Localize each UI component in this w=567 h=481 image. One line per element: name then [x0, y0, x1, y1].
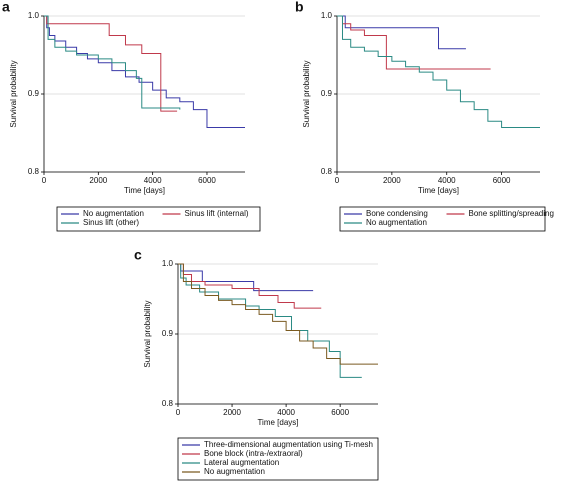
survival-curve: [337, 15, 491, 70]
legend-box: [177, 437, 379, 481]
legend-label: Bone condensing: [366, 209, 428, 218]
y-axis-title: Survival probability: [143, 300, 152, 367]
x-tick-label: 4000: [144, 176, 162, 185]
legend-label: Sinus lift (internal): [185, 209, 249, 218]
x-tick-label: 6000: [198, 176, 216, 185]
y-tick-label: 0.9: [162, 329, 174, 338]
survival-curve: [337, 15, 540, 129]
x-tick-label: 4000: [277, 408, 295, 417]
y-axis-title: Survival probability: [302, 60, 311, 127]
legend-box: [56, 206, 261, 232]
axes: [43, 16, 245, 173]
x-tick-label: 0: [335, 176, 340, 185]
axes: [177, 264, 378, 405]
axes: [336, 16, 540, 173]
x-tick-label: 0: [42, 176, 47, 185]
x-tick-label: 4000: [438, 176, 456, 185]
survival-curve: [178, 263, 314, 292]
x-tick-label: 6000: [493, 176, 511, 185]
survival-curve: [178, 263, 362, 378]
y-tick-label: 0.9: [28, 89, 40, 98]
panel-letter: c: [134, 247, 142, 263]
legend-label: No augmentation: [366, 218, 427, 227]
panel-letter: b: [295, 0, 304, 15]
survival-curve: [44, 15, 181, 110]
legend-label: Lateral augmentation: [204, 458, 279, 467]
legend-label: Sinus lift (other): [83, 218, 139, 227]
legend-label: Bone splitting/spreading: [469, 209, 554, 218]
x-tick-label: 2000: [223, 408, 241, 417]
survival-curve: [178, 263, 378, 365]
x-tick-label: 6000: [331, 408, 349, 417]
legend-box: [339, 206, 546, 232]
y-tick-label: 0.9: [321, 89, 333, 98]
legend-label: No augmentation: [83, 209, 144, 218]
x-tick-label: 0: [176, 408, 181, 417]
y-tick-label: 1.0: [162, 259, 174, 268]
legend-label: Three-dimensional augmentation using Ti-…: [204, 440, 373, 449]
legend-label: No augmentation: [204, 467, 265, 476]
y-tick-label: 1.0: [321, 11, 333, 20]
x-axis-title: Time [days]: [257, 418, 298, 427]
survival-curve: [337, 15, 466, 50]
survival-curve: [44, 15, 178, 112]
survival-curve: [44, 15, 245, 129]
y-tick-label: 1.0: [28, 11, 40, 20]
legend-label: Bone block (intra-/extraoral): [204, 449, 303, 458]
y-tick-label: 0.8: [28, 167, 40, 176]
x-axis-title: Time [days]: [124, 186, 165, 195]
x-tick-label: 2000: [89, 176, 107, 185]
y-tick-label: 0.8: [162, 399, 174, 408]
y-axis-title: Survival probability: [9, 60, 18, 127]
panel-letter: a: [2, 0, 10, 15]
survival-curve: [178, 263, 322, 309]
x-axis-title: Time [days]: [418, 186, 459, 195]
x-tick-label: 2000: [383, 176, 401, 185]
y-tick-label: 0.8: [321, 167, 333, 176]
